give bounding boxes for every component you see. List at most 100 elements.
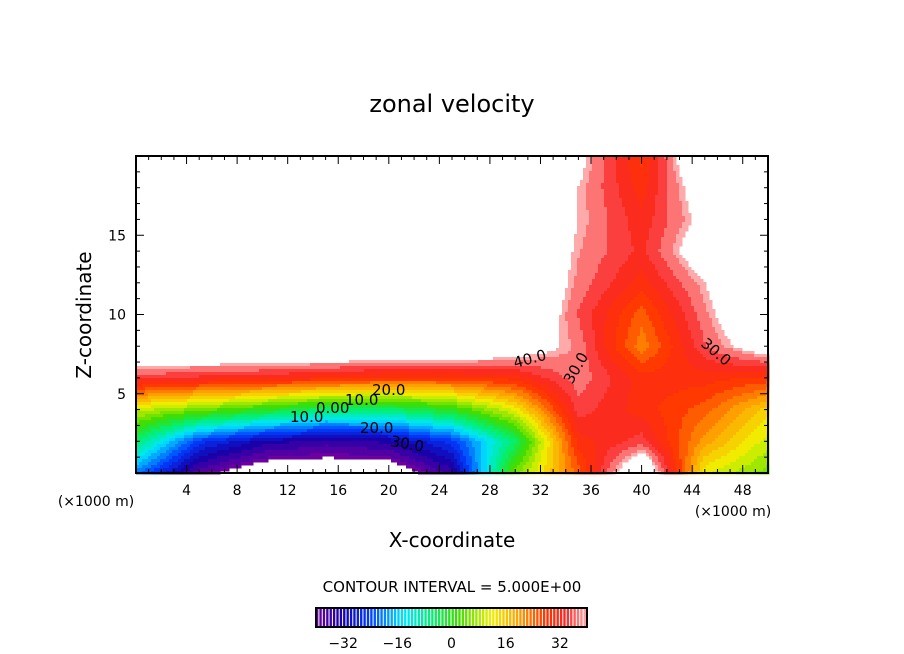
field-cell [232,453,236,457]
field-cell [400,375,404,379]
field-cell [430,426,434,430]
field-cell [544,354,548,358]
field-cell [319,417,323,421]
field-cell [211,447,215,451]
field-cell [307,420,311,424]
field-cell [418,456,422,460]
field-cell [175,402,179,406]
field-cell [175,459,179,463]
field-cell [220,450,224,454]
field-cell [190,381,194,385]
field-cell [520,438,524,442]
field-cell [244,450,248,454]
field-cell [286,363,290,367]
field-cell [472,417,476,421]
field-cell [358,453,362,457]
field-cell [325,390,329,394]
field-cell [499,426,503,430]
field-cell [376,372,380,376]
field-cell [322,432,326,436]
field-cell [520,468,524,472]
field-cell [481,453,485,457]
field-cell [232,375,236,379]
field-cell [538,393,542,397]
field-cell [490,435,494,439]
field-cell [517,435,521,439]
field-cell [331,441,335,445]
field-cell [178,453,182,457]
field-cell [547,399,551,403]
field-cell [481,438,485,442]
field-cell [166,402,170,406]
field-cell [448,360,452,364]
field-cell [160,387,164,391]
field-cell [247,378,251,382]
field-cell [250,435,254,439]
field-cell [298,420,302,424]
field-cell [220,396,224,400]
field-cell [175,393,179,397]
field-cell [142,369,146,373]
field-cell [343,429,347,433]
field-cell [211,468,215,472]
field-cell [427,429,431,433]
field-cell [190,450,194,454]
field-cell [142,411,146,415]
field-cell [238,426,242,430]
field-cell [199,450,203,454]
field-cell [217,381,221,385]
field-cell [421,408,425,412]
field-cell [280,456,284,460]
field-cell [388,414,392,418]
field-cell [553,447,557,451]
field-cell [316,414,320,418]
field-cell [250,372,254,376]
field-cell [169,369,173,373]
field-cell [475,369,479,373]
field-cell [484,462,488,466]
field-cell [151,468,155,472]
field-cell [550,420,554,424]
field-cell [421,456,425,460]
field-cell [424,432,428,436]
field-cell [208,378,212,382]
field-cell [256,381,260,385]
field-cell [286,384,290,388]
field-cell [385,384,389,388]
field-cell [502,453,506,457]
field-cell [214,441,218,445]
field-cell [379,414,383,418]
field-cell [403,417,407,421]
field-cell [535,408,539,412]
field-cell [472,390,476,394]
field-cell [418,387,422,391]
field-cell [496,357,500,361]
field-cell [163,447,167,451]
field-cell [286,426,290,430]
field-cell [394,372,398,376]
field-cell [529,393,533,397]
field-cell [493,438,497,442]
field-cell [358,432,362,436]
field-cell [409,414,413,418]
field-cell [325,426,329,430]
field-cell [196,450,200,454]
field-cell [397,375,401,379]
field-cell [274,366,278,370]
field-cell [139,402,143,406]
field-cell [487,417,491,421]
field-cell [376,456,380,460]
field-cell [349,417,353,421]
field-cell [250,456,254,460]
field-cell [307,393,311,397]
field-cell [382,381,386,385]
field-cell [298,405,302,409]
field-cell [313,411,317,415]
field-cell [361,411,365,415]
field-cell [427,408,431,412]
field-cell [238,429,242,433]
field-cell [532,447,536,451]
field-cell [457,447,461,451]
field-cell [553,351,557,355]
field-cell [160,366,164,370]
